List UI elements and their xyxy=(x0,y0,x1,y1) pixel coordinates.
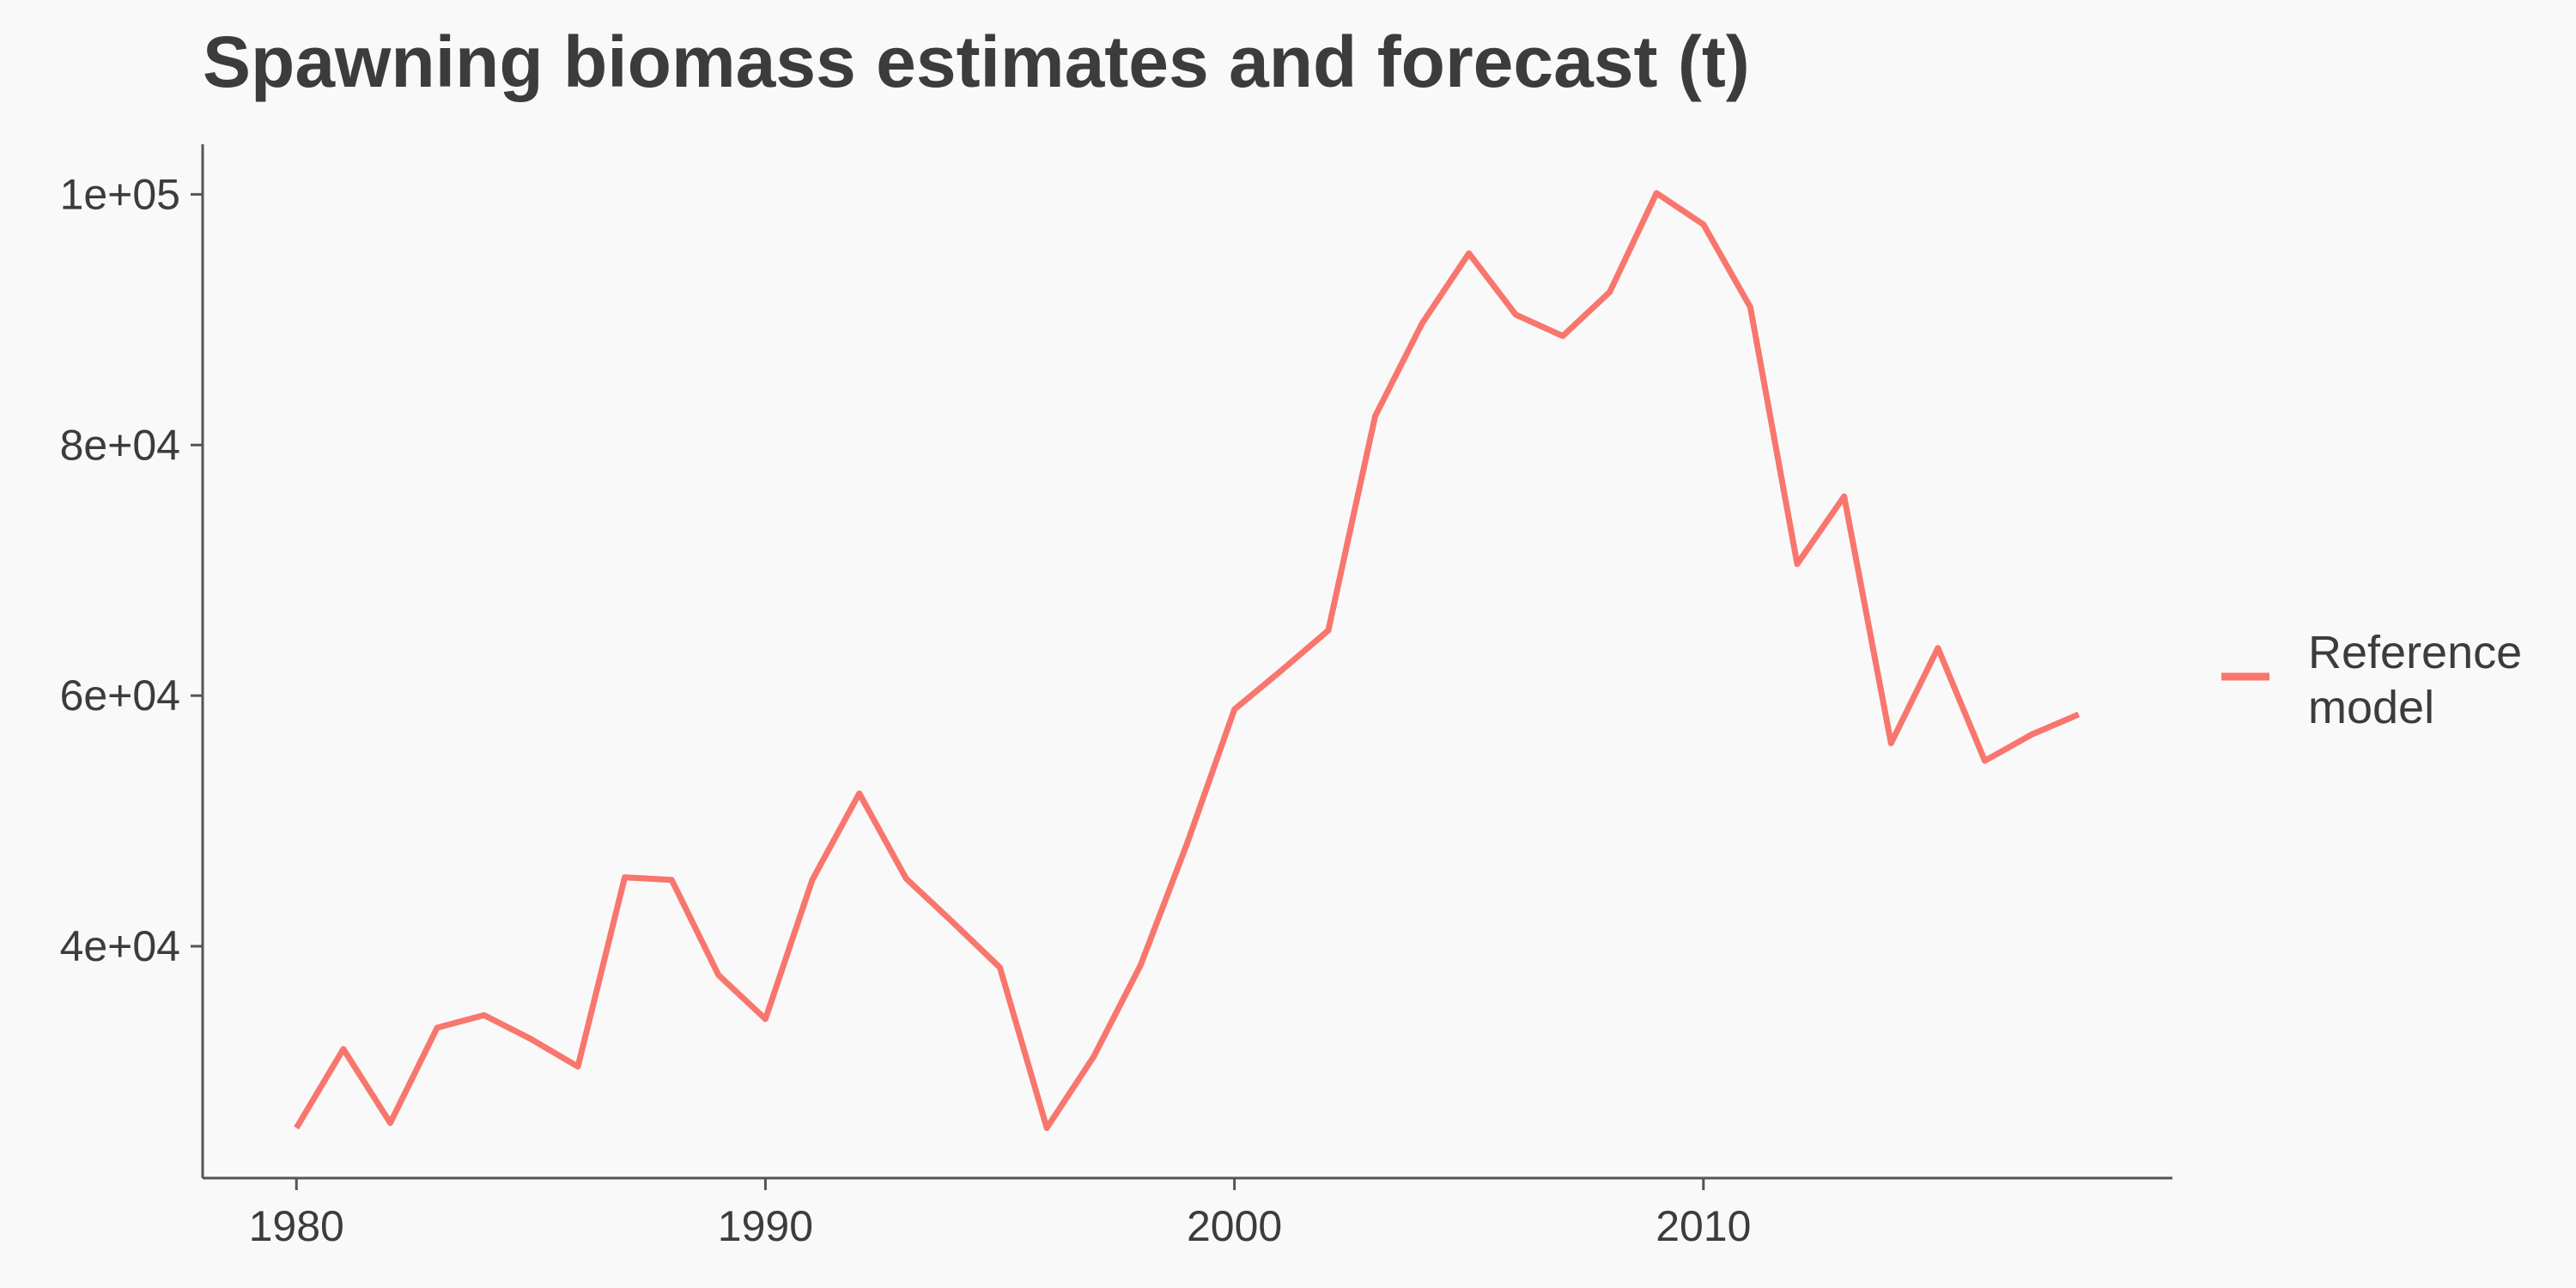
chart-title: Spawning biomass estimates and forecast … xyxy=(203,21,1750,102)
legend-label-reference-model: Reference model xyxy=(2308,627,2522,733)
x-axis-ticks: 1980 1990 2000 2010 xyxy=(249,1178,1751,1250)
y-tick-label: 1e+05 xyxy=(60,170,180,218)
x-tick-label: 1990 xyxy=(718,1202,813,1250)
y-tick-label: 8e+04 xyxy=(60,421,180,469)
x-tick-label: 2000 xyxy=(1187,1202,1282,1250)
plot-area: 4e+04 6e+04 8e+04 1e+05 1980 1990 2000 2010 xyxy=(60,144,2172,1250)
legend: Reference model xyxy=(2221,627,2522,733)
x-tick-label: 2010 xyxy=(1656,1202,1751,1250)
series-layer xyxy=(294,190,2081,1132)
y-tick-label: 6e+04 xyxy=(60,671,180,720)
x-tick-label: 1980 xyxy=(249,1202,344,1250)
y-axis-ticks: 4e+04 6e+04 8e+04 1e+05 xyxy=(60,170,203,970)
series-line-reference-model xyxy=(294,190,2081,1132)
y-tick-label: 4e+04 xyxy=(60,922,180,970)
